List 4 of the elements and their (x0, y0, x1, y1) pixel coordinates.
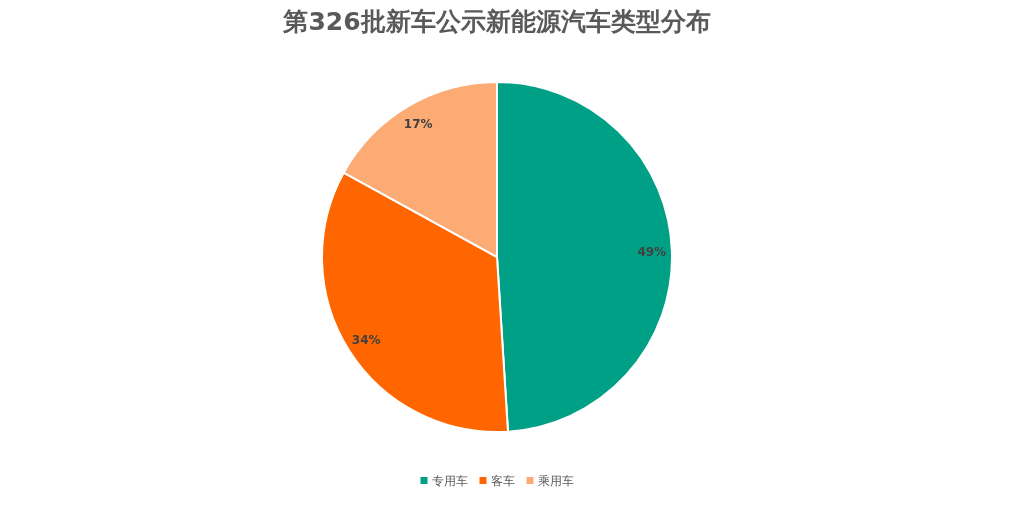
legend-label: 客车 (490, 474, 515, 488)
legend-label: 乘用车 (537, 474, 574, 488)
title: 第326批新车公示新能源汽车类型分布 (283, 7, 711, 36)
legend-label: 专用车 (431, 474, 468, 488)
